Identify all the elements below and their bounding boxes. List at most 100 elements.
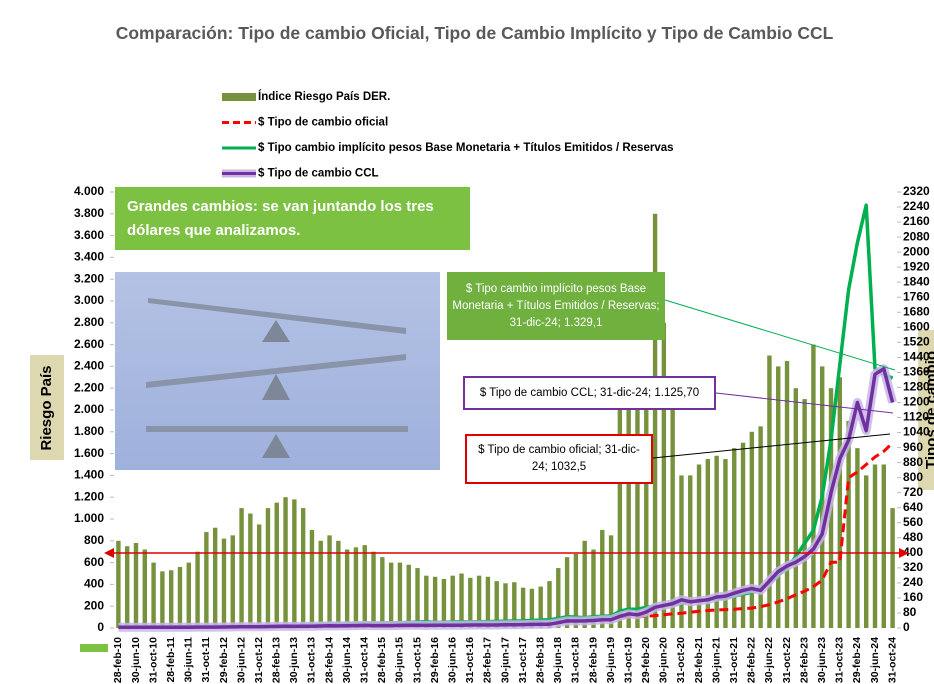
y2-tick-label: 400 [903,545,923,559]
bar [124,546,130,628]
y2-tick-label: 2160 [903,214,930,228]
bar [186,562,191,628]
bar [661,322,667,628]
bar [705,459,711,628]
bar [608,535,614,628]
line [118,366,895,629]
y2-tick-label: 560 [903,515,923,529]
y2-tick-label: 2000 [903,244,930,258]
x-tick-label: 30-jun-10 [130,637,142,683]
bar [635,388,640,628]
bar [600,529,605,628]
y-tick-label: 3.200 [74,271,104,285]
x-tick-label: 28-feb-15 [376,637,388,683]
y2-tick-label: 1120 [903,410,929,424]
y-tick-label: 2.400 [74,359,104,373]
x-tick-label: 31-oct-10 [147,637,159,683]
arrow-head [899,548,909,558]
bar [362,545,367,628]
x-tick-label: 31-oct-16 [464,637,476,683]
y2-tick-label: 1600 [903,319,930,333]
y2-tick-label: 1680 [903,304,930,318]
y2-tick-label: 800 [903,470,923,484]
bar [309,529,315,628]
x-tick-label: 30-jun-20 [658,637,670,683]
y2-tick-label: 720 [903,485,923,499]
x-tick-label: 30-jun-22 [763,637,775,683]
bar [591,549,596,628]
bar [133,542,139,628]
x-tick-label: 31-oct-15 [411,637,423,683]
x-tick-label: 30-jun-16 [446,637,458,683]
x-tick-label: 30-jun-17 [499,637,511,683]
x-tick-label: 31-oct-19 [622,637,634,683]
bar [476,575,482,628]
x-tick-label: 31-oct-17 [517,637,529,683]
y-tick-label: 3.400 [74,250,104,264]
bar [872,464,878,628]
x-tick-label: 31-oct-18 [570,637,582,683]
bar [688,475,693,628]
x-tick-label: 29-feb-12 [218,637,230,683]
bar [811,344,816,628]
bar [556,568,561,628]
bar [248,513,253,628]
y-tick-label: 1.600 [74,446,104,460]
x-tick-label: 28-feb-11 [165,637,177,683]
bar [732,448,737,628]
x-tick-label: 30-jun-18 [552,637,564,683]
x-tick-label: 30-jun-14 [341,637,353,683]
x-tick-label: 28-feb-10 [112,637,124,683]
y-tick-label: 800 [84,533,104,547]
bar [564,557,570,628]
bar [776,366,781,628]
y2-tick-label: 880 [903,455,923,469]
legend-label: $ Tipo de cambio CCL [258,168,379,180]
legend-label: $ Tipo cambio implícito pesos Base Monet… [258,142,674,154]
y-tick-label: 1.400 [74,468,104,482]
bar [327,535,332,628]
y-tick-label: 600 [84,555,104,569]
y2-tick-label: 640 [903,500,923,514]
y-tick-label: 2.600 [74,337,104,351]
leader-line [652,433,891,459]
bar [767,355,772,628]
bar [864,475,869,628]
y2-tick-label: 480 [903,530,923,544]
bar [714,455,719,628]
bar [890,508,895,628]
bar [344,549,350,628]
bar [512,582,517,628]
x-tick-label: 31-oct-23 [834,637,846,683]
y2-tick-label: 1360 [903,365,930,379]
y2-tick-label: 1440 [903,350,930,364]
legend-swatch [222,93,256,101]
bar [503,583,508,628]
y-tick-label: 3.600 [74,228,104,242]
bar [749,431,755,628]
bar [670,410,675,628]
x-tick-label: 28-feb-13 [271,637,283,683]
y-tick-label: 1.200 [74,489,104,503]
bar [415,568,420,628]
bar [116,540,121,628]
x-tick-label: 28-feb-17 [482,637,494,683]
x-tick-label: 30-jun-13 [288,637,300,683]
bar [388,562,394,628]
legend-swatch-decor [80,644,108,652]
bar [204,532,209,628]
x-tick-label: 28-feb-21 [693,637,705,683]
leader-line [664,299,896,371]
bar [168,570,174,628]
bar [468,577,473,628]
bar [784,360,790,628]
bar [485,576,491,628]
bar [855,448,860,628]
x-tick-label: 31-oct-13 [306,637,318,683]
bar [432,576,438,628]
bar [300,508,306,628]
y-tick-label: 4.000 [74,184,104,198]
bar [441,578,447,628]
y-tick-label: 1.000 [74,511,104,525]
y2-tick-label: 240 [903,575,923,589]
